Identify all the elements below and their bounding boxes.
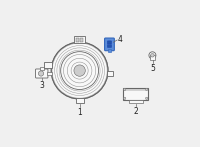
FancyBboxPatch shape — [40, 67, 44, 70]
Circle shape — [149, 52, 156, 59]
Circle shape — [146, 88, 148, 91]
Text: 1: 1 — [77, 108, 82, 117]
FancyBboxPatch shape — [107, 45, 112, 47]
Circle shape — [146, 97, 148, 100]
FancyBboxPatch shape — [123, 88, 148, 100]
FancyBboxPatch shape — [80, 38, 83, 42]
Text: 5: 5 — [151, 64, 156, 73]
Circle shape — [124, 97, 126, 100]
FancyBboxPatch shape — [47, 72, 52, 75]
FancyBboxPatch shape — [74, 36, 85, 43]
FancyBboxPatch shape — [105, 38, 114, 51]
Circle shape — [61, 52, 99, 90]
FancyBboxPatch shape — [108, 49, 111, 52]
Circle shape — [38, 71, 44, 76]
FancyBboxPatch shape — [129, 100, 143, 103]
FancyBboxPatch shape — [36, 69, 48, 78]
FancyBboxPatch shape — [150, 55, 155, 60]
Text: 4: 4 — [118, 35, 123, 44]
Circle shape — [51, 42, 108, 99]
Circle shape — [74, 65, 85, 76]
Circle shape — [124, 88, 126, 91]
FancyBboxPatch shape — [44, 62, 52, 68]
Text: 3: 3 — [39, 81, 44, 90]
Circle shape — [151, 54, 154, 57]
FancyBboxPatch shape — [107, 41, 112, 44]
FancyBboxPatch shape — [76, 38, 79, 42]
FancyBboxPatch shape — [107, 71, 113, 76]
FancyBboxPatch shape — [76, 98, 84, 103]
Text: 2: 2 — [133, 107, 138, 116]
